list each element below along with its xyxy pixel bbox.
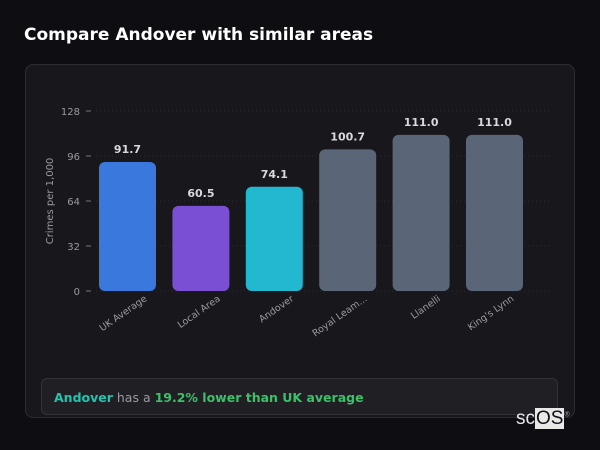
bar	[172, 205, 230, 291]
bar	[319, 149, 377, 291]
x-tick-label: UK Average	[98, 293, 150, 334]
x-tick-label: Llanelli	[409, 293, 443, 321]
y-axis-label: Crimes per 1,000	[45, 158, 56, 245]
y-tick-label: 32	[67, 242, 80, 253]
bar	[245, 186, 303, 291]
bar	[466, 134, 523, 291]
data-label: 111.0	[404, 116, 439, 129]
summary-area: Andover	[54, 390, 113, 405]
data-label: 74.1	[261, 168, 288, 181]
x-tick-label: King's Lynn	[466, 293, 516, 333]
summary-middle: has a	[112, 390, 155, 405]
x-tick-label: Royal Leam...	[311, 293, 370, 339]
comparison-summary: Andover has a 19.2% lower than UK averag…	[41, 378, 558, 415]
summary-comparison: 19.2% lower than UK average	[154, 390, 364, 405]
data-label: 91.7	[114, 143, 141, 156]
page-title: Compare Andover with similar areas	[24, 25, 374, 45]
x-tick-label: Local Area	[176, 293, 223, 330]
data-label: 60.5	[187, 187, 214, 200]
data-label: 100.7	[330, 130, 365, 143]
y-tick-label: 96	[67, 152, 80, 163]
x-tick-label: Andover	[257, 293, 296, 325]
bar	[392, 134, 450, 291]
y-tick-label: 64	[67, 197, 80, 208]
data-label: 111.0	[477, 116, 512, 129]
scos-logo: scOS®	[516, 408, 570, 429]
y-tick-label: 0	[74, 287, 80, 298]
y-tick-label: 128	[61, 107, 80, 118]
bar	[99, 162, 156, 291]
